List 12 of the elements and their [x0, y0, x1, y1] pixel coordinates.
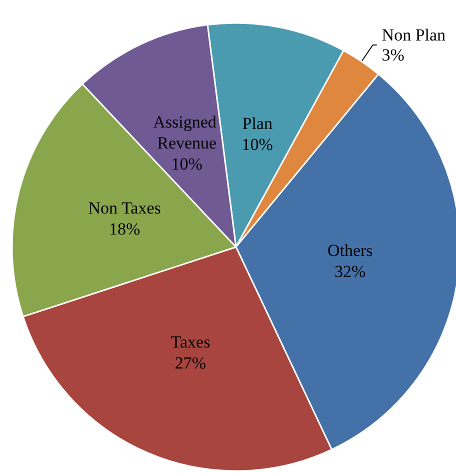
slice-label: Plan — [242, 114, 273, 133]
data-label: 10% — [242, 135, 273, 154]
slice-label: Non Taxes — [88, 198, 161, 218]
data-label: 3% — [382, 45, 404, 64]
data-label: 32% — [334, 262, 366, 282]
slice-label: Taxes — [170, 332, 210, 352]
slice-label: Others — [327, 241, 373, 260]
slice-label: Non Plan — [382, 25, 446, 44]
data-label: 18% — [108, 220, 140, 239]
data-label: 10% — [171, 154, 202, 174]
data-label: 27% — [174, 354, 206, 373]
slice-label: Assigned Revenue — [153, 112, 221, 153]
